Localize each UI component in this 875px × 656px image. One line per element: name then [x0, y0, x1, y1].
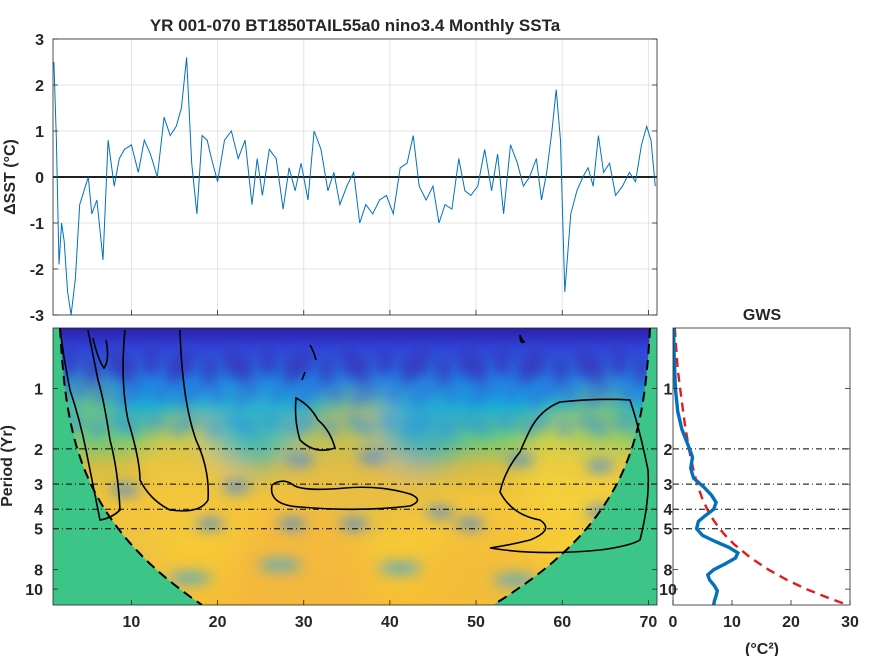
gws-power-curve	[673, 328, 741, 605]
gws-x-label: (°C²)	[745, 641, 779, 656]
y-tick-label: 4	[34, 502, 43, 519]
timeseries-y-ticks: -3 -2 -1 0 1 2 3	[30, 32, 657, 325]
timeseries-panel: -3 -2 -1 0 1 2 3 ΔSST (°C)	[2, 32, 658, 325]
cone-right	[493, 328, 657, 605]
y-tick-label: 1	[34, 381, 43, 398]
y-tick-label: -1	[30, 216, 44, 233]
x-tick-label: 30	[295, 614, 313, 631]
y-tick-label: 3	[35, 32, 44, 49]
y-tick-label: 2	[34, 442, 43, 459]
wavelet-x-ticks: 10 20 30 40 50 60 70	[123, 600, 657, 631]
chart-title: YR 001-070 BT1850TAIL55a0 nino3.4 Monthl…	[150, 16, 561, 35]
gws-x-ticks: 0 10 20 30	[669, 600, 859, 631]
wavelet-panel: 10 20 30 40 50 60 70 1 2 3 4 5 8 10 Period (Yr)	[0, 327, 658, 631]
x-tick-label: 20	[782, 614, 800, 631]
y-tick-label: 3	[34, 477, 43, 494]
y-tick-label: 1	[664, 381, 673, 398]
gws-title: GWS	[743, 307, 782, 324]
y-tick-label: 2	[664, 442, 673, 459]
gws-panel: GWS 0 10 20 30 1 2 3 4 5 8 10 (°C²)	[659, 307, 859, 656]
x-tick-label: 20	[209, 614, 227, 631]
x-tick-label: 50	[467, 614, 485, 631]
x-tick-label: 30	[841, 614, 859, 631]
y-tick-label: 2	[35, 78, 44, 95]
y-tick-label: 3	[664, 477, 673, 494]
x-tick-label: 10	[723, 614, 741, 631]
cone-left	[53, 328, 202, 605]
x-tick-label: 0	[669, 614, 678, 631]
gws-significance-curve	[673, 328, 849, 605]
x-tick-label: 70	[639, 614, 657, 631]
y-tick-label: 10	[25, 582, 43, 599]
wavelet-y-label: Period (Yr)	[0, 425, 16, 507]
gws-y-ticks: 1 2 3 4 5 8 10	[659, 381, 850, 599]
x-tick-label: 60	[553, 614, 571, 631]
y-tick-label: 5	[34, 522, 43, 539]
x-tick-label: 40	[381, 614, 399, 631]
timeseries-y-label: ΔSST (°C)	[2, 139, 19, 215]
y-tick-label: 5	[664, 522, 673, 539]
y-tick-label: -2	[30, 262, 44, 279]
y-tick-label: 4	[664, 502, 673, 519]
wavelet-y-ticks: 1 2 3 4 5 8 10	[25, 381, 657, 599]
period-reference-lines	[53, 448, 657, 530]
x-tick-label: 10	[123, 614, 141, 631]
sst-anomaly-line	[53, 57, 656, 315]
cone-of-influence	[53, 328, 657, 605]
y-tick-label: 8	[34, 563, 43, 580]
cone-boundary	[492, 328, 651, 605]
y-tick-label: 8	[664, 563, 673, 580]
y-tick-label: 10	[659, 582, 677, 599]
y-tick-label: 0	[35, 170, 44, 187]
significance-contours	[59, 329, 650, 554]
y-tick-label: 1	[35, 124, 44, 141]
y-tick-label: -3	[30, 308, 44, 325]
